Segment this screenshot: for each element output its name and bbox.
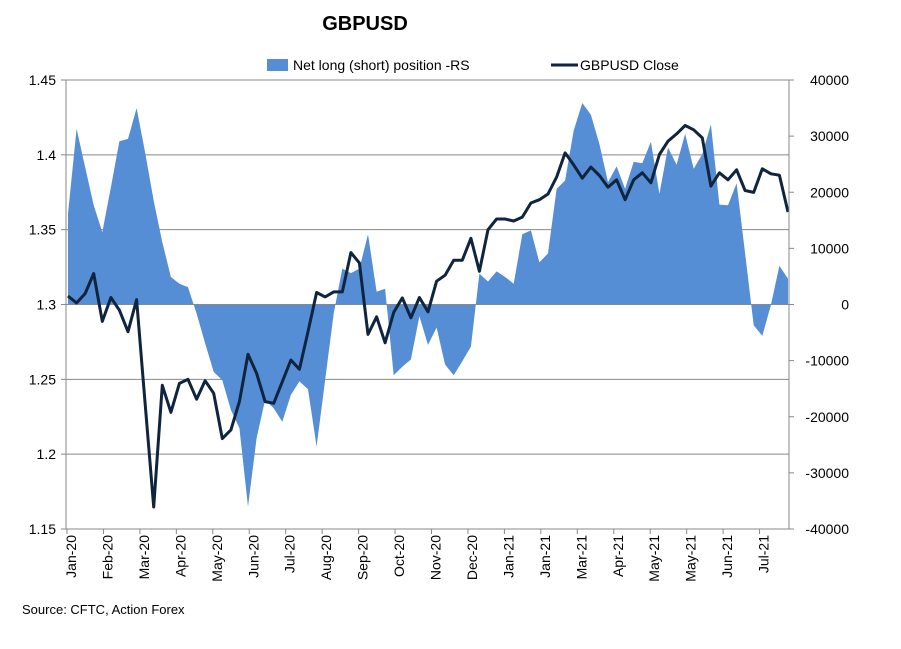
x-tick-label: May-21: [646, 535, 662, 582]
right-tick-label: 40000: [810, 72, 849, 88]
x-tick-label: May-20: [209, 535, 225, 582]
left-tick-label: 1.3: [37, 297, 57, 313]
x-tick-label: Apr-20: [172, 535, 188, 577]
x-tick-label: Feb-20: [99, 535, 115, 580]
right-tick-label: -10000: [805, 353, 849, 369]
legend-label-area: Net long (short) position -RS: [293, 57, 470, 73]
x-axis-labels: Jan-20 Feb-20 Mar-20 Apr-20 May-20 Jun-20 Jul-…: [63, 535, 772, 582]
x-tick-label: May-21: [683, 535, 699, 582]
x-tick-label: Apr-21: [610, 535, 626, 577]
x-tick-label: Mar-20: [136, 535, 152, 580]
legend-swatch-area: [267, 59, 288, 71]
x-tick-label: Jan-21: [537, 535, 553, 578]
left-tick-label: 1.25: [29, 371, 56, 387]
left-tick-label: 1.4: [37, 147, 57, 163]
legend-label-line: GBPUSD Close: [580, 57, 679, 73]
source-note: Source: CFTC, Action Forex: [22, 602, 185, 617]
right-tick-label: -40000: [805, 521, 849, 537]
gbpusd-close-line: [67, 124, 790, 509]
x-tick-label: Sep-20: [355, 535, 371, 580]
right-axis-labels: -40000 -30000 -20000 -10000 0 10000 20000 30000…: [805, 72, 849, 537]
legend: Net long (short) position -RS GBPUSD Clo…: [267, 57, 679, 73]
right-tick-label: 20000: [810, 184, 849, 200]
left-tick-label: 1.35: [29, 222, 56, 238]
right-tick-label: 30000: [810, 128, 849, 144]
right-tick-label: 10000: [810, 240, 849, 256]
x-tick-label: Nov-20: [428, 535, 444, 580]
chart-title: GBPUSD: [322, 13, 408, 35]
x-tick-label: Jun-20: [245, 535, 261, 578]
x-tick-label: Jul-21: [756, 535, 772, 573]
x-tick-label: Jan-21: [500, 535, 516, 578]
right-tick-label: 0: [841, 297, 849, 313]
left-tick-label: 1.15: [29, 521, 56, 537]
x-tick-label: Mar-21: [573, 535, 589, 580]
x-tick-label: Jun-21: [719, 535, 735, 578]
left-tick-label: 1.45: [29, 72, 56, 88]
right-tick-label: -20000: [805, 409, 849, 425]
axes: [61, 79, 794, 534]
x-tick-label: Jul-20: [282, 535, 298, 573]
left-axis-labels: 1.15 1.2 1.25 1.3 1.35 1.4 1.45: [29, 72, 56, 537]
x-tick-label: Aug-20: [318, 535, 334, 580]
right-tick-label: -30000: [805, 465, 849, 481]
left-tick-label: 1.2: [37, 446, 57, 462]
x-tick-label: Oct-20: [391, 535, 407, 577]
x-tick-label: Dec-20: [464, 535, 480, 580]
x-tick-label: Jan-20: [63, 535, 79, 578]
